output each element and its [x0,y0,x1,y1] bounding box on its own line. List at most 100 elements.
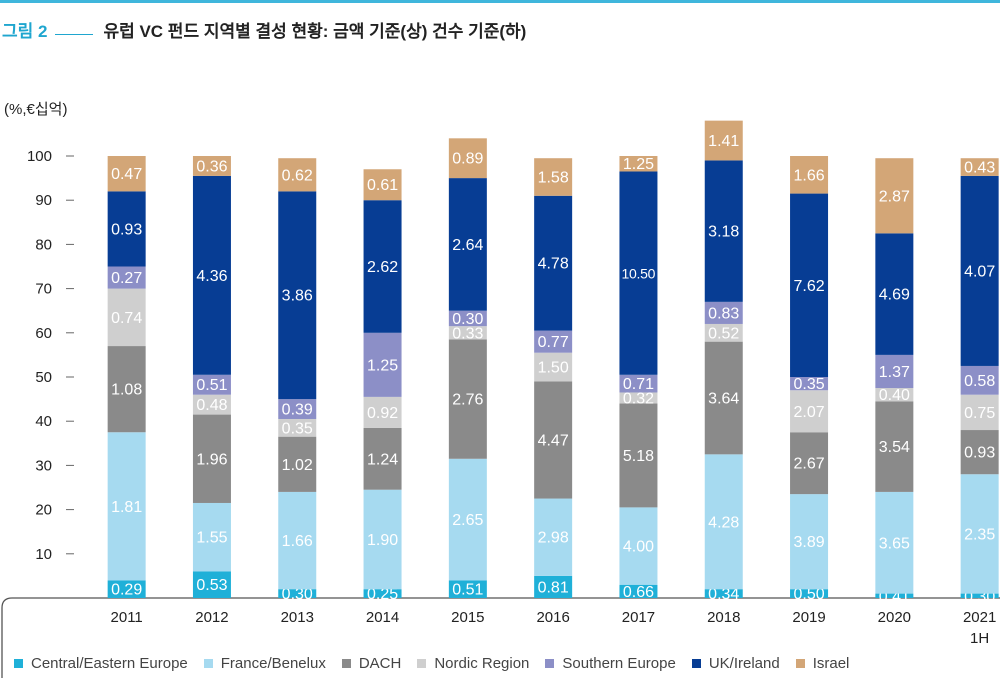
data-label: 0.47 [111,166,142,183]
chart-legend: Central/Eastern Europe France/Benelux DACH… [14,655,865,672]
bar-segment [960,394,999,431]
bar-segment [363,200,402,333]
y-tick-label: 20 [35,502,52,519]
data-label: 0.71 [623,376,654,393]
bar-segment [875,491,914,594]
bar-segment [107,432,146,581]
data-label: 0.75 [964,405,995,422]
legend-item: Nordic Region [417,655,529,672]
data-label: 0.58 [964,373,995,390]
bar-segment [619,584,658,598]
bar-segment [107,156,146,192]
bar-segment [107,346,146,433]
data-label: 2.62 [367,259,398,276]
bar-segment [534,498,573,576]
bar-segment [960,593,999,598]
data-label: 0.89 [452,151,483,168]
data-label: 4.69 [879,287,910,304]
data-label: 0.48 [196,397,227,414]
bar-segment [704,160,743,302]
data-label: 1.37 [879,364,910,381]
bar-segment [448,178,487,311]
data-label: 1.41 [708,133,739,150]
bar-segment [704,301,743,324]
data-label: 0.34 [708,586,739,603]
legend-item: UK/Ireland [691,655,780,672]
y-axis-unit: (%,€십억) [4,101,68,118]
bar-segment [192,414,231,503]
data-label: 1.25 [623,156,654,173]
x-tick-label: 2018 [707,609,740,626]
x-tick-label: 1H [970,630,989,647]
data-label: 2.65 [452,512,483,529]
bar-segment [278,436,317,492]
legend-item: DACH [341,655,402,672]
bar-segment [448,339,487,459]
data-label: 0.40 [879,387,910,404]
bar-segment [619,507,658,585]
bar-segment [107,191,146,267]
data-label: 1.66 [282,533,313,550]
data-label: 4.07 [964,263,995,280]
bar-segment [192,156,231,176]
data-label: 1.02 [282,457,313,474]
bar-segment [192,175,231,375]
bar-segment [960,474,999,594]
legend-label: Nordic Region [434,655,530,672]
x-tick-label: 2012 [195,609,228,626]
legend-item: Israel [795,655,850,672]
bar-segment [448,458,487,581]
data-label: 0.32 [623,390,654,407]
y-tick-label: 90 [35,192,52,209]
x-tick-label: 2014 [366,609,399,626]
data-label: 2.35 [964,526,995,543]
bar-segment [534,330,573,353]
data-label: 1.90 [367,532,398,549]
data-label: 1.81 [111,499,142,516]
x-tick-label: 2019 [792,609,825,626]
data-label: 0.93 [111,221,142,238]
bar-segment [107,288,146,347]
legend-label: Israel [812,655,850,672]
bar-segment [107,266,146,289]
data-label: 0.93 [964,445,995,462]
data-label: 1.25 [367,357,398,374]
bar-segment [960,365,999,395]
data-label: 1.58 [538,169,569,186]
bar-segment [278,589,317,598]
data-label: 0.51 [452,582,483,599]
data-label: 0.61 [367,177,398,194]
bar-segment [704,341,743,455]
bar-segment [790,156,829,194]
data-label: 3.89 [793,534,824,551]
bar-segment [790,390,829,433]
data-label: 2.67 [793,456,824,473]
figure-title: 유럽 VC 펀드 지역별 결성 현황: 금액 기준(상) 건수 기준(하) [103,21,527,41]
data-label: 2.07 [793,404,824,421]
legend-swatch [203,659,213,668]
legend-label: Central/Eastern Europe [31,655,188,672]
x-tick-label: 2021 [963,609,996,626]
bar-segment [363,489,402,590]
x-tick-label: 2020 [878,609,911,626]
data-label: 2.98 [538,530,569,547]
bar-segment [619,171,658,375]
data-label: 0.35 [282,420,313,437]
data-label: 5.18 [623,448,654,465]
bar-segment [960,430,999,475]
figure-label: 그림 2 [2,21,48,41]
data-label: 0.51 [196,377,227,394]
legend-item: Central/Eastern Europe [14,655,188,672]
x-tick-label: 2015 [451,609,484,626]
y-tick-label: 100 [27,148,52,165]
legend-label: DACH [358,655,402,672]
legend-swatch [795,659,805,668]
data-label: 0.33 [452,325,483,342]
bar-segment [619,392,658,404]
bar-segment [960,158,999,176]
bar-segment [192,394,231,415]
bar-segment [704,120,743,161]
y-tick-label: 60 [35,325,52,342]
legend-swatch [14,659,23,668]
bar-segment [278,158,317,192]
